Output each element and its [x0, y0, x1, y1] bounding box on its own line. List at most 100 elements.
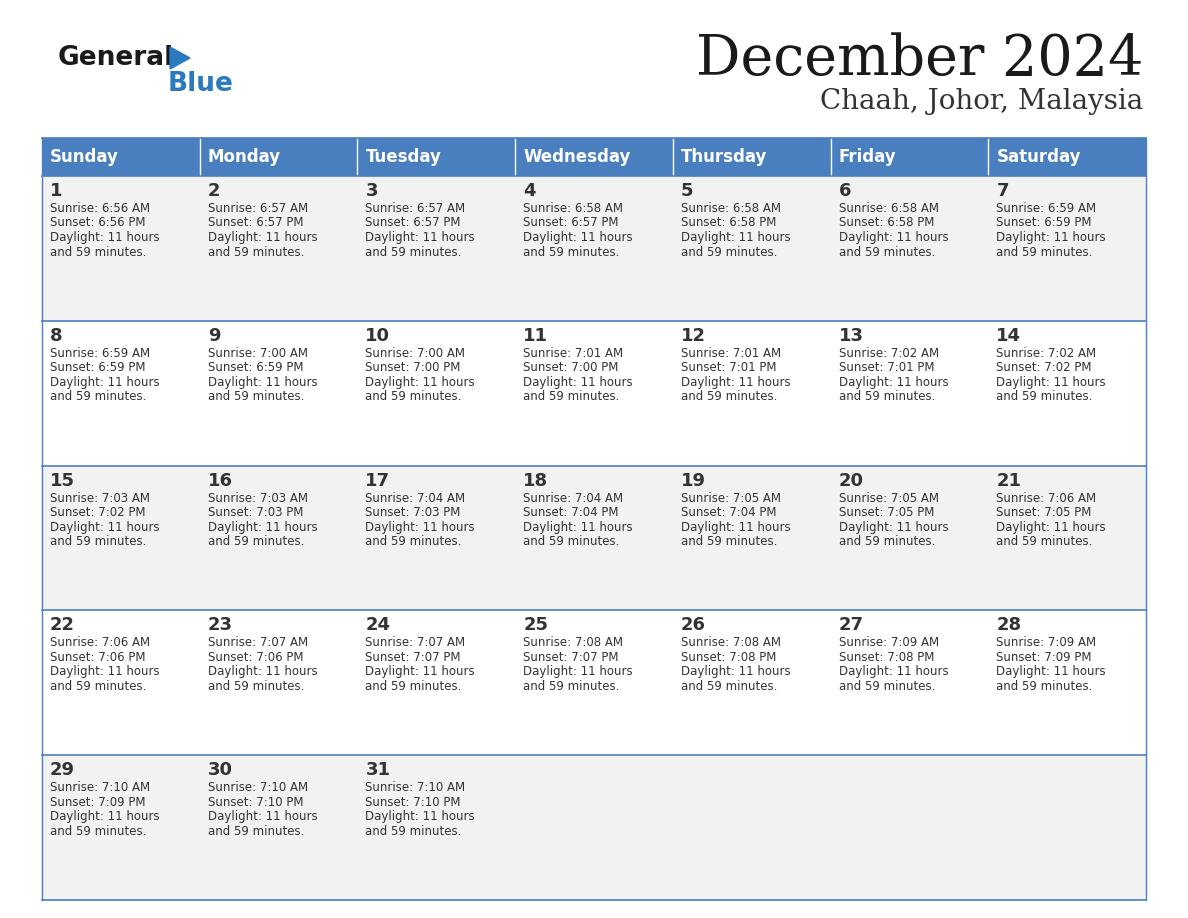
- Text: Sunset: 6:57 PM: Sunset: 6:57 PM: [523, 217, 619, 230]
- Bar: [42, 465, 200, 610]
- Text: and 59 minutes.: and 59 minutes.: [997, 390, 1093, 403]
- Text: and 59 minutes.: and 59 minutes.: [523, 390, 619, 403]
- Text: and 59 minutes.: and 59 minutes.: [523, 245, 619, 259]
- Bar: [358, 756, 516, 900]
- Text: 31: 31: [366, 761, 391, 779]
- Text: Sunrise: 6:59 AM: Sunrise: 6:59 AM: [50, 347, 150, 360]
- Text: 22: 22: [50, 616, 75, 634]
- Text: Sunset: 7:06 PM: Sunset: 7:06 PM: [208, 651, 303, 664]
- Text: Daylight: 11 hours: Daylight: 11 hours: [839, 231, 948, 244]
- Text: Daylight: 11 hours: Daylight: 11 hours: [997, 375, 1106, 389]
- Bar: [830, 610, 988, 756]
- Text: 16: 16: [208, 472, 233, 489]
- Text: Tuesday: Tuesday: [366, 148, 441, 166]
- Text: Sunset: 7:09 PM: Sunset: 7:09 PM: [997, 651, 1092, 664]
- Text: Sunset: 6:59 PM: Sunset: 6:59 PM: [997, 217, 1092, 230]
- Text: Sunset: 7:05 PM: Sunset: 7:05 PM: [839, 506, 934, 519]
- Text: Sunset: 7:08 PM: Sunset: 7:08 PM: [681, 651, 776, 664]
- Text: Wednesday: Wednesday: [523, 148, 631, 166]
- Text: Friday: Friday: [839, 148, 896, 166]
- Text: Sunset: 7:02 PM: Sunset: 7:02 PM: [50, 506, 145, 519]
- Text: Sunrise: 7:04 AM: Sunrise: 7:04 AM: [366, 492, 466, 505]
- Text: 6: 6: [839, 182, 851, 200]
- Bar: [988, 176, 1146, 320]
- Bar: [42, 138, 200, 176]
- Text: and 59 minutes.: and 59 minutes.: [208, 680, 304, 693]
- Text: and 59 minutes.: and 59 minutes.: [366, 535, 462, 548]
- Text: Daylight: 11 hours: Daylight: 11 hours: [681, 375, 790, 389]
- Text: Sunrise: 6:57 AM: Sunrise: 6:57 AM: [366, 202, 466, 215]
- Bar: [200, 320, 358, 465]
- Text: and 59 minutes.: and 59 minutes.: [208, 824, 304, 838]
- Bar: [988, 320, 1146, 465]
- Text: Sunrise: 7:00 AM: Sunrise: 7:00 AM: [366, 347, 466, 360]
- Text: 11: 11: [523, 327, 548, 345]
- Text: Sunrise: 7:05 AM: Sunrise: 7:05 AM: [839, 492, 939, 505]
- Text: Sunrise: 7:04 AM: Sunrise: 7:04 AM: [523, 492, 624, 505]
- Bar: [988, 465, 1146, 610]
- Text: 17: 17: [366, 472, 391, 489]
- Text: Sunrise: 7:00 AM: Sunrise: 7:00 AM: [208, 347, 308, 360]
- Text: Sunrise: 7:09 AM: Sunrise: 7:09 AM: [997, 636, 1097, 649]
- Text: Sunset: 6:59 PM: Sunset: 6:59 PM: [50, 362, 145, 375]
- Text: Daylight: 11 hours: Daylight: 11 hours: [208, 521, 317, 533]
- Text: Sunrise: 7:02 AM: Sunrise: 7:02 AM: [839, 347, 939, 360]
- Text: Daylight: 11 hours: Daylight: 11 hours: [50, 231, 159, 244]
- Bar: [200, 756, 358, 900]
- Text: 3: 3: [366, 182, 378, 200]
- Bar: [42, 756, 200, 900]
- Text: and 59 minutes.: and 59 minutes.: [523, 535, 619, 548]
- Text: and 59 minutes.: and 59 minutes.: [50, 535, 146, 548]
- Text: Sunset: 7:01 PM: Sunset: 7:01 PM: [839, 362, 934, 375]
- Text: 10: 10: [366, 327, 391, 345]
- Text: 25: 25: [523, 616, 548, 634]
- Bar: [672, 465, 830, 610]
- Text: Sunset: 7:02 PM: Sunset: 7:02 PM: [997, 362, 1092, 375]
- Text: Daylight: 11 hours: Daylight: 11 hours: [839, 666, 948, 678]
- Text: Sunset: 7:04 PM: Sunset: 7:04 PM: [681, 506, 776, 519]
- Text: and 59 minutes.: and 59 minutes.: [681, 390, 777, 403]
- Bar: [672, 320, 830, 465]
- Text: Saturday: Saturday: [997, 148, 1081, 166]
- Text: Sunset: 6:58 PM: Sunset: 6:58 PM: [681, 217, 776, 230]
- Text: Sunset: 7:10 PM: Sunset: 7:10 PM: [208, 796, 303, 809]
- Text: and 59 minutes.: and 59 minutes.: [50, 824, 146, 838]
- Text: Sunrise: 7:06 AM: Sunrise: 7:06 AM: [997, 492, 1097, 505]
- Bar: [200, 138, 358, 176]
- Text: Sunset: 7:03 PM: Sunset: 7:03 PM: [366, 506, 461, 519]
- Text: and 59 minutes.: and 59 minutes.: [839, 245, 935, 259]
- Text: Sunrise: 7:02 AM: Sunrise: 7:02 AM: [997, 347, 1097, 360]
- Text: 8: 8: [50, 327, 63, 345]
- Text: 1: 1: [50, 182, 63, 200]
- Text: Sunrise: 7:01 AM: Sunrise: 7:01 AM: [681, 347, 781, 360]
- Bar: [358, 320, 516, 465]
- Bar: [672, 176, 830, 320]
- Bar: [672, 610, 830, 756]
- Text: Daylight: 11 hours: Daylight: 11 hours: [681, 666, 790, 678]
- Text: Sunset: 6:58 PM: Sunset: 6:58 PM: [839, 217, 934, 230]
- Text: and 59 minutes.: and 59 minutes.: [50, 680, 146, 693]
- Text: Daylight: 11 hours: Daylight: 11 hours: [50, 811, 159, 823]
- Text: and 59 minutes.: and 59 minutes.: [681, 680, 777, 693]
- Text: and 59 minutes.: and 59 minutes.: [366, 680, 462, 693]
- Text: Daylight: 11 hours: Daylight: 11 hours: [366, 521, 475, 533]
- Text: Daylight: 11 hours: Daylight: 11 hours: [523, 231, 633, 244]
- Text: Sunrise: 7:09 AM: Sunrise: 7:09 AM: [839, 636, 939, 649]
- Bar: [516, 138, 672, 176]
- Text: Sunset: 7:07 PM: Sunset: 7:07 PM: [366, 651, 461, 664]
- Text: Daylight: 11 hours: Daylight: 11 hours: [997, 231, 1106, 244]
- Text: Sunrise: 7:08 AM: Sunrise: 7:08 AM: [681, 636, 781, 649]
- Text: Daylight: 11 hours: Daylight: 11 hours: [50, 375, 159, 389]
- Text: and 59 minutes.: and 59 minutes.: [839, 535, 935, 548]
- Text: Daylight: 11 hours: Daylight: 11 hours: [997, 521, 1106, 533]
- Text: Sunset: 7:00 PM: Sunset: 7:00 PM: [366, 362, 461, 375]
- Text: and 59 minutes.: and 59 minutes.: [839, 390, 935, 403]
- Bar: [42, 176, 200, 320]
- Text: 7: 7: [997, 182, 1009, 200]
- Bar: [516, 756, 672, 900]
- Text: Sunrise: 6:58 AM: Sunrise: 6:58 AM: [523, 202, 624, 215]
- Text: and 59 minutes.: and 59 minutes.: [839, 680, 935, 693]
- Text: 14: 14: [997, 327, 1022, 345]
- Text: Sunrise: 7:10 AM: Sunrise: 7:10 AM: [50, 781, 150, 794]
- Text: Sunrise: 7:07 AM: Sunrise: 7:07 AM: [366, 636, 466, 649]
